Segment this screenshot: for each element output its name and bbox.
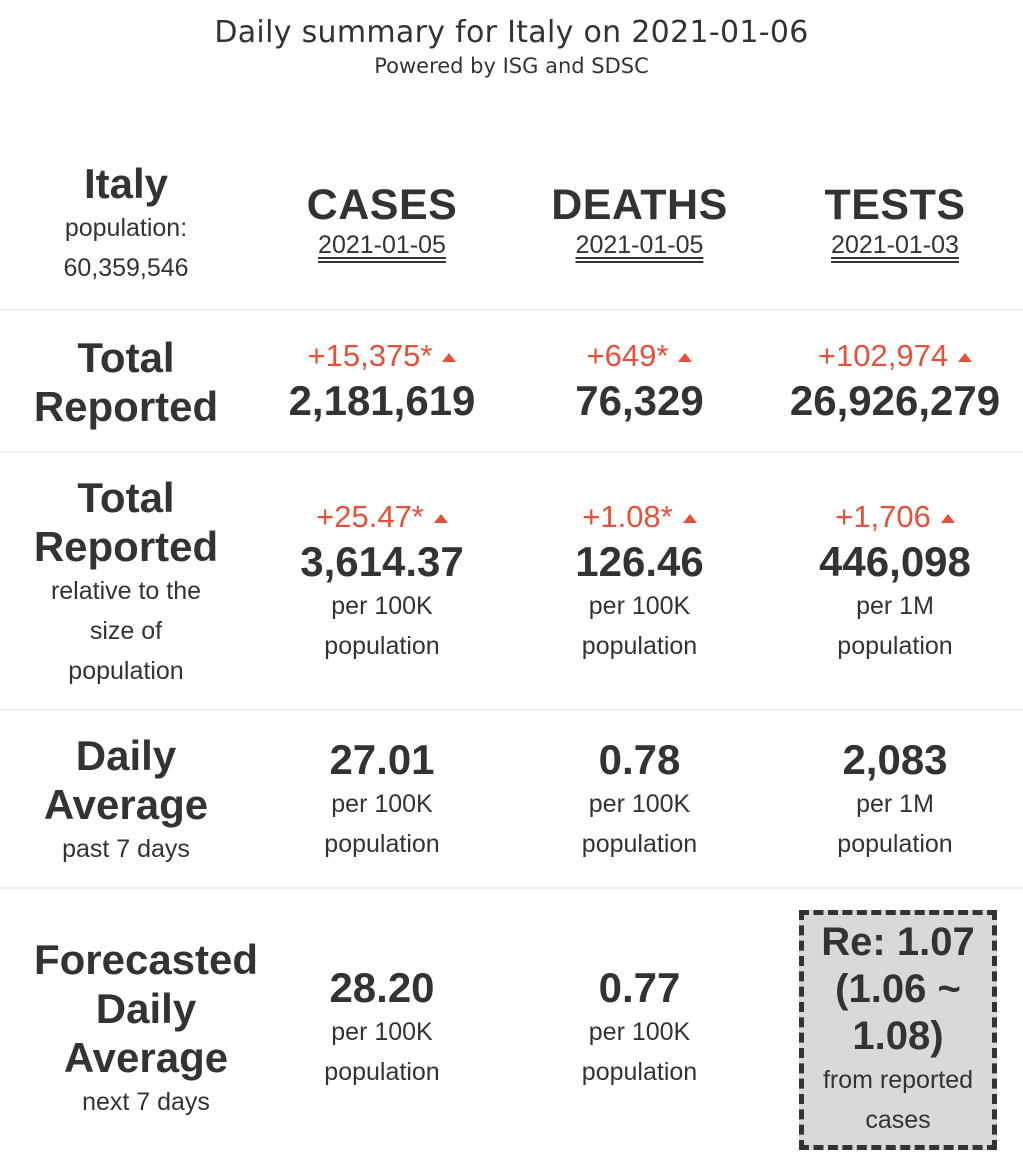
cases-total-value: 2,181,619 bbox=[288, 377, 476, 424]
triangle-up-icon bbox=[433, 514, 448, 523]
deaths-delta: +649* bbox=[512, 335, 767, 377]
deaths-total-value: 76,329 bbox=[575, 377, 704, 424]
column-header-row: Italy population: 60,359,546 CASES 2021-… bbox=[0, 160, 1023, 310]
cases-delta: +15,375* bbox=[252, 335, 512, 377]
row-divider bbox=[0, 887, 1023, 889]
column-label: CASES bbox=[306, 181, 458, 229]
deaths-total-cell: +649* 76,329 bbox=[512, 335, 767, 425]
column-header-tests: TESTS 2021-01-03 bbox=[767, 180, 1023, 260]
column-header-cases: CASES 2021-01-05 bbox=[252, 180, 512, 260]
relative-reported-row: Total Reported relative to the size of p… bbox=[0, 453, 1023, 709]
cases-relative-cell: +25.47* 3,614.37 per 100K population bbox=[252, 496, 512, 666]
cases-delta: +25.47* bbox=[252, 496, 512, 538]
tests-total-value: 26,926,279 bbox=[789, 377, 1001, 424]
re-value: Re: 1.07 bbox=[821, 920, 975, 964]
row-divider bbox=[0, 709, 1023, 711]
row-divider bbox=[0, 451, 1023, 453]
re-range-start: (1.06 ~ bbox=[835, 967, 961, 1011]
population-value: 60,359,546 bbox=[63, 254, 189, 282]
deaths-relative-cell: +1.08* 126.46 per 100K population bbox=[512, 496, 767, 666]
re-range-end: 1.08) bbox=[852, 1014, 944, 1058]
deaths-daily-value: 0.78 bbox=[598, 736, 681, 783]
tests-total-cell: +102,974 26,926,279 bbox=[767, 335, 1023, 425]
deaths-forecast-value: 0.77 bbox=[598, 964, 681, 1011]
page-title: Daily summary for Italy on 2021-01-06 bbox=[214, 15, 809, 50]
summary-header: Daily summary for Italy on 2021-01-06 Po… bbox=[0, 14, 1023, 80]
row-label: Total Reported relative to the size of p… bbox=[33, 474, 219, 685]
triangle-up-icon bbox=[442, 353, 457, 362]
population-label: population: bbox=[64, 214, 188, 242]
tests-delta: +102,974 bbox=[767, 335, 1023, 377]
triangle-up-icon bbox=[682, 514, 697, 523]
tests-daily-cell: 2,083 per 1M population bbox=[767, 736, 1023, 864]
tests-daily-value: 2,083 bbox=[842, 736, 948, 783]
tests-relative-value: 446,098 bbox=[819, 538, 971, 585]
row-divider bbox=[0, 309, 1023, 311]
triangle-up-icon bbox=[940, 514, 955, 523]
triangle-up-icon bbox=[958, 353, 973, 362]
column-header-deaths: DEATHS 2021-01-05 bbox=[512, 180, 767, 260]
column-label: DEATHS bbox=[551, 181, 728, 229]
page-subtitle: Powered by ISG and SDSC bbox=[374, 54, 649, 78]
cases-daily-value: 27.01 bbox=[329, 736, 435, 783]
column-label: TESTS bbox=[824, 181, 966, 229]
cases-total-cell: +15,375* 2,181,619 bbox=[252, 335, 512, 425]
deaths-delta: +1.08* bbox=[512, 496, 767, 538]
country-cell: Italy population: 60,359,546 bbox=[0, 160, 252, 288]
re-source-line2: cases bbox=[865, 1106, 931, 1134]
row-label: Daily Average past 7 days bbox=[43, 732, 209, 863]
column-date-link[interactable]: 2021-01-03 bbox=[831, 231, 959, 259]
deaths-relative-value: 126.46 bbox=[575, 538, 704, 585]
row-label: Forecasted Daily Average next 7 days bbox=[33, 936, 259, 1116]
country-name: Italy bbox=[83, 160, 169, 207]
re-estimate-box: Re: 1.07 (1.06 ~ 1.08) from reported cas… bbox=[799, 910, 997, 1150]
tests-relative-cell: +1,706 446,098 per 1M population bbox=[767, 496, 1023, 666]
cases-forecast-cell: 28.20 per 100K population bbox=[252, 964, 512, 1092]
total-reported-row: Total Reported +15,375* 2,181,619 +649* … bbox=[0, 311, 1023, 451]
tests-delta: +1,706 bbox=[767, 496, 1023, 538]
cases-relative-value: 3,614.37 bbox=[300, 538, 464, 585]
deaths-forecast-cell: 0.77 per 100K population bbox=[512, 964, 767, 1092]
daily-average-row: Daily Average past 7 days 27.01 per 100K… bbox=[0, 711, 1023, 887]
deaths-daily-cell: 0.78 per 100K population bbox=[512, 736, 767, 864]
cases-daily-cell: 27.01 per 100K population bbox=[252, 736, 512, 864]
column-date-link[interactable]: 2021-01-05 bbox=[318, 231, 446, 259]
column-date-link[interactable]: 2021-01-05 bbox=[575, 231, 704, 259]
cases-forecast-value: 28.20 bbox=[329, 964, 435, 1011]
re-source-line1: from reported bbox=[822, 1066, 974, 1094]
triangle-up-icon bbox=[678, 353, 693, 362]
forecast-row: Forecasted Daily Average next 7 days 28.… bbox=[0, 889, 1023, 1155]
row-label: Total Reported bbox=[33, 334, 219, 430]
